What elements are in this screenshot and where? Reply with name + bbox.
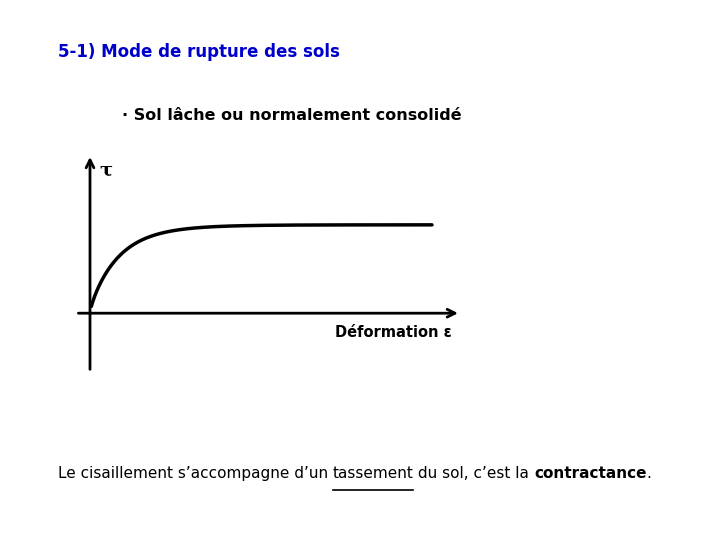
- Text: du sol, c’est la: du sol, c’est la: [413, 465, 534, 481]
- Text: tassement: tassement: [333, 465, 413, 481]
- Text: contractance: contractance: [534, 465, 647, 481]
- Text: τ: τ: [99, 161, 112, 179]
- Text: Le cisaillement s’accompagne d’un: Le cisaillement s’accompagne d’un: [58, 465, 333, 481]
- Text: .: .: [647, 465, 652, 481]
- Text: 5-1) Mode de rupture des sols: 5-1) Mode de rupture des sols: [58, 43, 339, 61]
- Text: · Sol lâche ou normalement consolidé: · Sol lâche ou normalement consolidé: [122, 108, 462, 123]
- Text: Déformation ε: Déformation ε: [335, 325, 451, 340]
